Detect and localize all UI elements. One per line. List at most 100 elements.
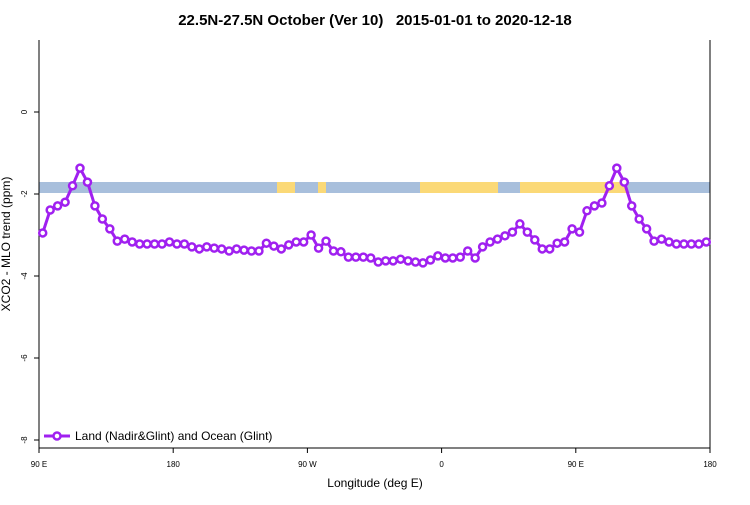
- point: [694, 239, 704, 249]
- point: [477, 242, 488, 252]
- point: [537, 244, 547, 254]
- point: [45, 205, 55, 215]
- point: [127, 237, 137, 247]
- point: [119, 234, 130, 244]
- point: [112, 236, 123, 246]
- x-tick-label: 90 E: [568, 460, 584, 469]
- point: [284, 240, 294, 250]
- point: [380, 256, 391, 266]
- point: [149, 239, 160, 249]
- point: [641, 224, 652, 234]
- point: [612, 163, 622, 173]
- point: [597, 198, 607, 208]
- x-tick-label: 180: [703, 460, 717, 469]
- point: [634, 214, 644, 224]
- point: [164, 237, 175, 247]
- point: [619, 177, 630, 187]
- point: [440, 253, 451, 263]
- point: [701, 237, 712, 247]
- point: [351, 252, 361, 262]
- point: [239, 245, 249, 255]
- point: [559, 237, 570, 247]
- point: [328, 246, 339, 256]
- point: [194, 244, 205, 254]
- point: [67, 181, 78, 191]
- point: [485, 237, 495, 247]
- point: [298, 237, 309, 247]
- point: [313, 243, 324, 253]
- point: [276, 244, 287, 254]
- point: [582, 206, 592, 216]
- point: [395, 254, 406, 264]
- point: [455, 252, 465, 262]
- point: [679, 239, 689, 249]
- chart-title: 22.5N-27.5N October (Ver 10) 2015-01-01 …: [178, 12, 572, 29]
- point: [470, 253, 480, 263]
- point: [462, 246, 473, 256]
- point: [343, 252, 354, 262]
- point: [433, 251, 443, 261]
- x-axis-label: Longitude (deg E): [327, 476, 422, 490]
- point: [544, 244, 555, 254]
- point: [373, 257, 383, 267]
- legend-label: Land (Nadir&Glint) and Ocean (Glint): [75, 429, 272, 443]
- y-tick-label: -8: [20, 436, 29, 444]
- legend-marker: [52, 431, 62, 441]
- point: [179, 239, 190, 249]
- point: [626, 201, 637, 211]
- point: [425, 255, 436, 265]
- point: [410, 257, 421, 267]
- point: [500, 231, 510, 241]
- point: [216, 244, 227, 254]
- point: [321, 236, 331, 246]
- point: [157, 239, 167, 249]
- x-tick-label: 180: [167, 460, 181, 469]
- point: [306, 230, 316, 240]
- point: [142, 239, 152, 249]
- x-tick-label: 90 E: [31, 460, 47, 469]
- point: [254, 246, 264, 256]
- y-tick-label: -2: [20, 190, 29, 198]
- point: [97, 214, 108, 224]
- point: [358, 252, 369, 262]
- point: [418, 258, 428, 268]
- point: [448, 253, 458, 263]
- point: [134, 239, 145, 249]
- land-ocean-strip: [39, 182, 710, 193]
- y-tick-label: -6: [20, 354, 29, 362]
- point: [187, 242, 197, 252]
- point: [574, 227, 585, 237]
- point: [567, 224, 577, 234]
- point: [552, 238, 562, 248]
- point: [604, 181, 615, 191]
- point: [105, 224, 115, 234]
- point: [82, 177, 93, 187]
- point: [589, 201, 600, 211]
- point: [388, 256, 398, 266]
- point: [75, 163, 85, 173]
- point: [492, 234, 503, 244]
- y-tick-label: -4: [20, 272, 29, 280]
- point: [60, 197, 70, 207]
- y-tick-label: 0: [20, 109, 29, 114]
- point: [37, 228, 48, 238]
- point: [656, 234, 667, 244]
- point: [172, 239, 182, 249]
- point: [522, 227, 533, 237]
- point: [231, 244, 242, 254]
- point: [209, 243, 219, 253]
- point: [507, 227, 518, 237]
- y-axis-label: XCO2 - MLO trend (ppm): [0, 177, 13, 312]
- point: [664, 237, 674, 247]
- point: [671, 239, 682, 249]
- x-tick-label: 0: [439, 460, 444, 469]
- point: [269, 241, 279, 251]
- point: [261, 238, 272, 248]
- point: [649, 236, 659, 246]
- point: [515, 219, 525, 229]
- point: [686, 239, 697, 249]
- point: [336, 247, 346, 257]
- point: [530, 235, 540, 245]
- point: [90, 201, 100, 211]
